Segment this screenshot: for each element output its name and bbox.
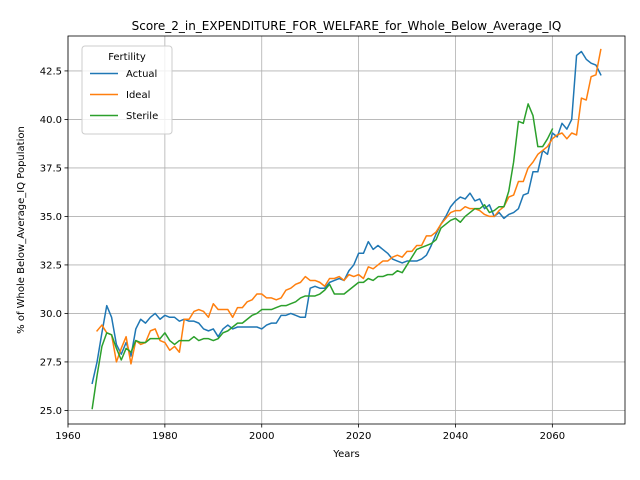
series-line-actual <box>91 50 602 385</box>
x-tick-label: 2000 <box>249 431 274 442</box>
grid-lines <box>67 36 625 424</box>
series-layer <box>91 48 602 410</box>
x-tick-label: 2060 <box>540 431 565 442</box>
y-axis-ticks: 25.0 27.5 30.0 32.5 35.0 37.5 40.0 42.5 <box>40 66 68 417</box>
x-axis-label: Years <box>332 449 359 460</box>
y-tick-label: 32.5 <box>40 260 62 271</box>
y-tick-label: 37.5 <box>40 163 62 174</box>
x-tick-label: 2040 <box>443 431 468 442</box>
y-tick-label: 25.0 <box>40 406 62 417</box>
legend: Fertility Actual Ideal Sterile <box>81 45 173 135</box>
legend-label-actual: Actual <box>126 69 157 80</box>
y-tick-label: 40.0 <box>40 115 62 126</box>
y-tick-label: 35.0 <box>40 212 62 223</box>
y-tick-label: 42.5 <box>40 66 62 77</box>
x-tick-label: 2020 <box>346 431 371 442</box>
series-line-sterile <box>91 103 554 410</box>
y-tick-label: 27.5 <box>40 357 62 368</box>
legend-label-sterile: Sterile <box>126 111 158 122</box>
x-tick-label: 1980 <box>152 431 177 442</box>
legend-items: Actual Ideal Sterile <box>90 69 158 122</box>
legend-title: Fertility <box>108 52 146 63</box>
chart-title: Score_2_in_EXPENDITURE_FOR_WELFARE_for_W… <box>132 19 562 33</box>
x-tick-label: 1960 <box>55 431 80 442</box>
x-axis-ticks: 1960 1980 2000 2020 2040 2060 <box>55 424 565 442</box>
plot-frame <box>67 35 626 425</box>
legend-label-ideal: Ideal <box>126 90 150 101</box>
legend-box <box>81 45 173 135</box>
y-axis-label: % of Whole Below_Average_IQ Population <box>16 126 27 334</box>
y-tick-label: 30.0 <box>40 309 62 320</box>
